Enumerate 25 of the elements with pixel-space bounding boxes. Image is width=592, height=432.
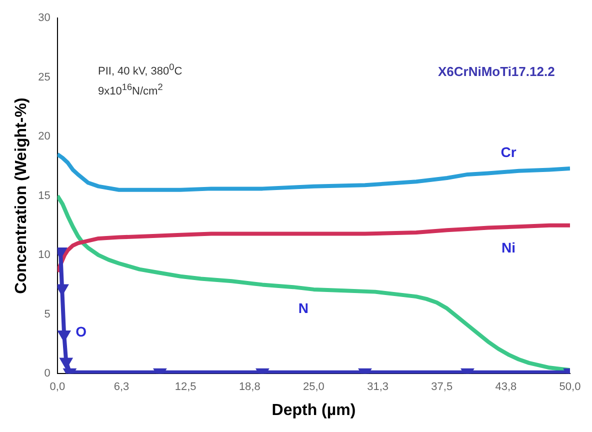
annotation: PII, 40 kV, 380$^{0}$C [98,62,182,78]
series-label: Cr [500,144,517,160]
x-tick-label: 43,8 [495,381,517,394]
x-tick-label: 18,8 [238,381,260,394]
y-tick-label: 20 [38,130,50,143]
y-tick-label: 30 [38,12,50,24]
x-axis-title: Depth (µm) [272,402,356,419]
y-tick-label: 0 [44,368,50,380]
x-tick-label: 50,0 [559,381,581,394]
series-label: O [76,323,87,340]
y-axis-title: Concentration (Weight-%) [13,98,30,294]
annotation: 9x10$^{16}$N/cm$^{2}$ [98,82,163,98]
series-label: N [298,300,309,316]
annotation: X6CrNiMoTi17.12.2 [438,64,555,79]
x-tick-label: 25,0 [303,381,324,394]
y-tick-label: 10 [38,249,50,262]
y-tick-label: 15 [38,190,50,202]
x-tick-label: 12,5 [174,381,196,394]
y-tick-label: 25 [38,71,50,84]
x-tick-label: 6,3 [114,381,130,394]
x-tick-label: 0,0 [50,381,66,394]
series-label: Ni [501,239,516,256]
x-tick-label: 37,5 [431,381,453,394]
x-tick-label: 31,3 [367,381,388,394]
y-tick-label: 5 [44,308,50,320]
